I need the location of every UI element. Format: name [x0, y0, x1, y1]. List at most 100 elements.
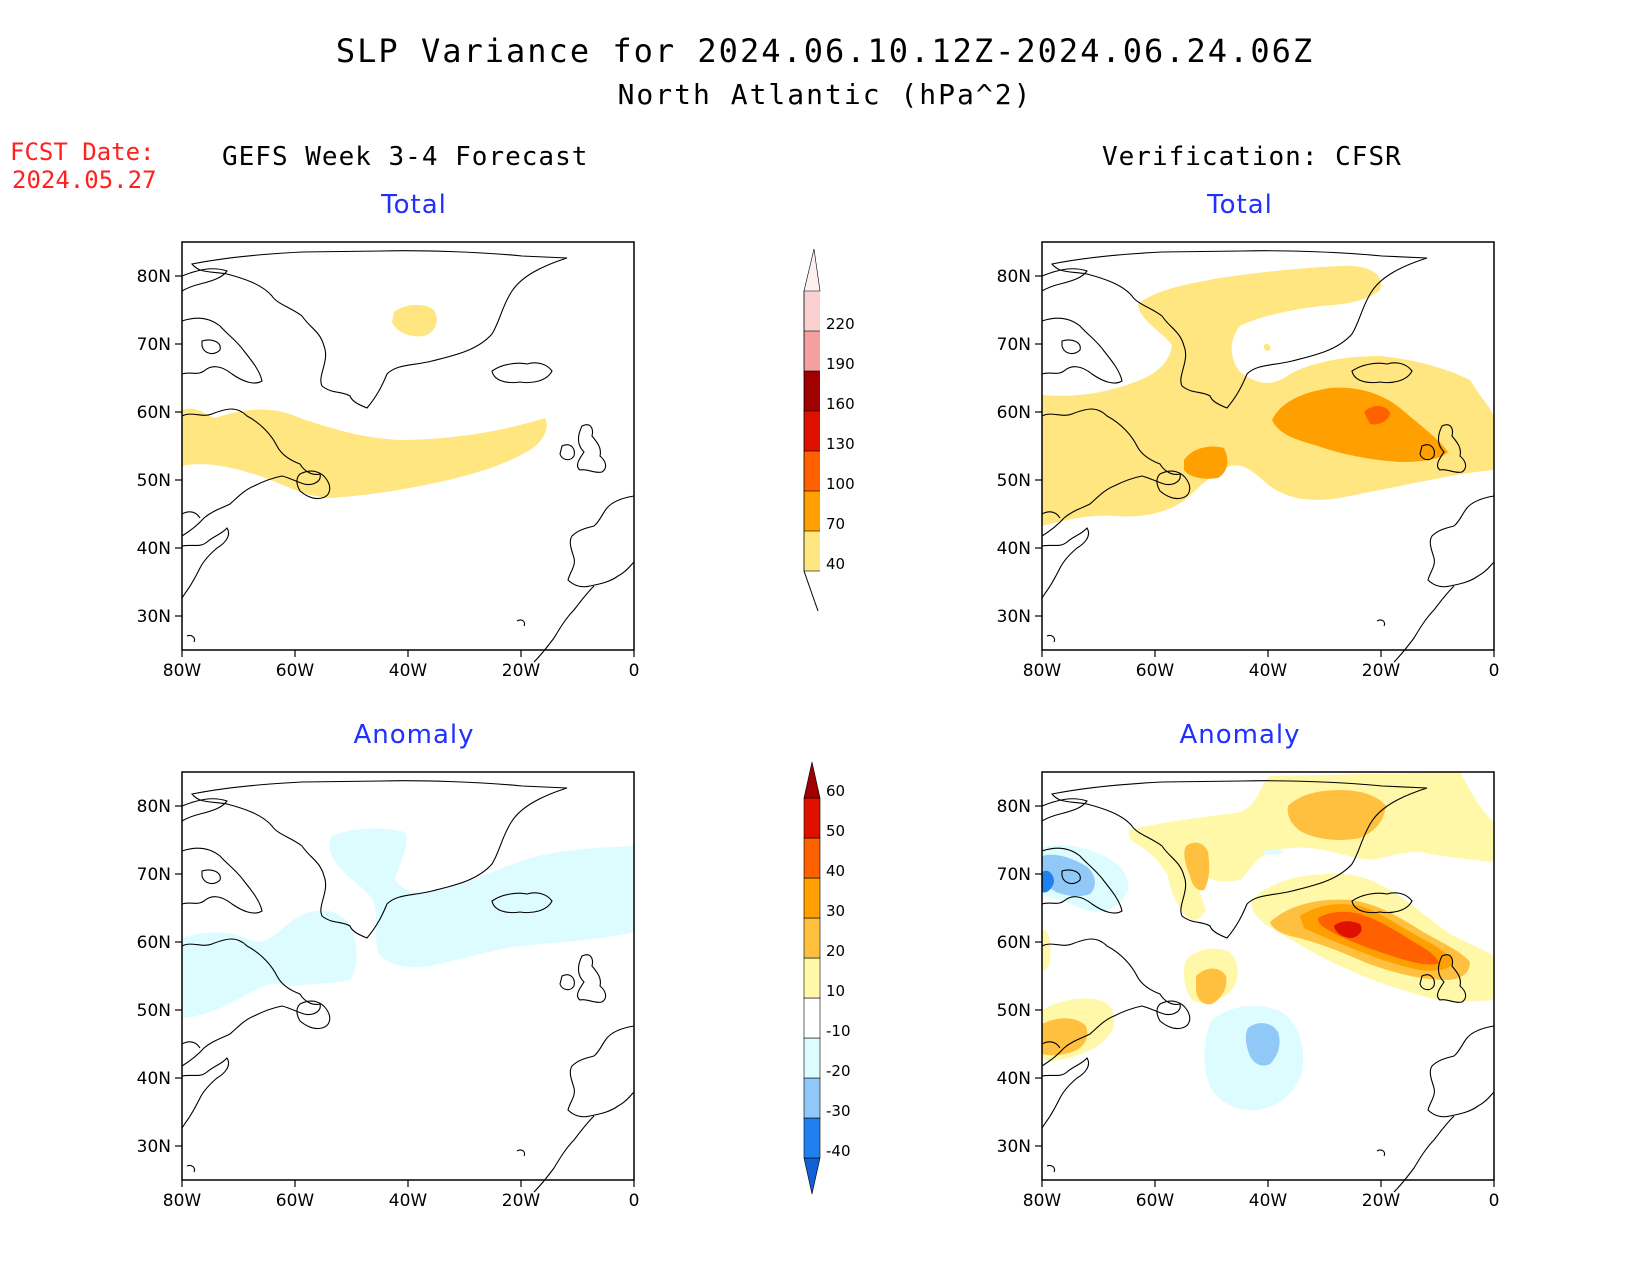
fcst-date-value: 2024.05.27 — [12, 166, 157, 194]
lat-tick-label: 70N — [997, 335, 1031, 355]
colorbar-cell — [803, 797, 821, 839]
colorbar-label: -10 — [826, 1022, 851, 1040]
lon-tick-label: 60W — [276, 661, 315, 681]
map-cfsr-total — [1041, 241, 1495, 663]
colorbar-cell — [804, 411, 820, 451]
colorbar-label: 50 — [826, 822, 845, 840]
lon-tick-label: 20W — [502, 661, 541, 681]
gefs-anomaly-title: Anomaly — [353, 720, 475, 750]
anomaly-colorbar: -40 -30 -20 -10 10 20 30 40 50 60 — [803, 761, 851, 1195]
lon-tick-label: 40W — [389, 1191, 428, 1211]
lat-tick-label: 70N — [137, 335, 171, 355]
colorbar-cell — [803, 877, 821, 919]
lon-tick-label: 80W — [163, 1191, 202, 1211]
lon-tick-label: 20W — [1362, 661, 1401, 681]
lat-tick-label: 30N — [137, 607, 171, 627]
lat-tick-label: 60N — [137, 403, 171, 423]
lat-tick-label: 50N — [997, 1001, 1031, 1021]
colorbar-cell — [803, 248, 821, 292]
lon-tick-label: 0 — [629, 1191, 640, 1211]
lon-tick-label: 0 — [1489, 1191, 1500, 1211]
colorbar-cell — [803, 1117, 821, 1159]
lat-tick-label: 60N — [137, 933, 171, 953]
cfsr-anomaly-title: Anomaly — [1179, 720, 1301, 750]
lon-tick-label: 60W — [1136, 661, 1175, 681]
lat-tick-label: 80N — [137, 797, 171, 817]
lon-tick-label: 60W — [276, 1191, 315, 1211]
gefs-total-axes: 80N 70N 60N 50N 40N 30N 80W 60W 40W 20W 0 — [137, 267, 640, 681]
lon-tick-label: 0 — [1489, 661, 1500, 681]
colorbar-label: 60 — [826, 782, 845, 800]
colorbar-cell — [803, 957, 821, 999]
colorbar-cell — [803, 1157, 821, 1195]
lat-tick-label: 30N — [997, 1137, 1031, 1157]
lon-tick-label: 20W — [502, 1191, 541, 1211]
lat-tick-label: 70N — [997, 865, 1031, 885]
map-gefs-total — [181, 241, 635, 663]
colorbar-label: 190 — [826, 355, 855, 373]
colorbar-label: 10 — [826, 982, 845, 1000]
colorbar-label: -20 — [826, 1062, 851, 1080]
sub-title: North Atlantic (hPa^2) — [617, 78, 1033, 111]
colorbar-cell — [804, 291, 820, 331]
map-cfsr-anomaly — [1041, 771, 1495, 1193]
colorbar-cell — [803, 761, 821, 799]
colorbar-cell — [804, 451, 820, 491]
colorbar-label: 70 — [826, 515, 845, 533]
colorbar-cell — [804, 491, 820, 531]
cfsr-anomaly-axes: 80N 70N 60N 50N 40N 30N 80W 60W 40W 20W 0 — [997, 797, 1500, 1211]
gefs-total-title: Total — [381, 190, 447, 220]
lon-tick-label: 40W — [1249, 1191, 1288, 1211]
map-gefs-anomaly — [181, 771, 635, 1193]
colorbar-cell — [803, 1037, 821, 1079]
lat-tick-label: 40N — [137, 539, 171, 559]
lat-tick-label: 50N — [997, 471, 1031, 491]
lat-tick-label: 50N — [137, 1001, 171, 1021]
colorbar-label: 20 — [826, 942, 845, 960]
lat-tick-label: 40N — [997, 539, 1031, 559]
lat-tick-label: 50N — [137, 471, 171, 491]
lon-tick-label: 80W — [163, 661, 202, 681]
colorbar-cell — [804, 531, 820, 571]
colorbar-label: 100 — [826, 475, 855, 493]
lat-tick-label: 60N — [997, 933, 1031, 953]
total-colorbar: 40 70 100 130 160 190 220 — [803, 248, 855, 612]
colorbar-cell — [803, 1077, 821, 1119]
gefs-column-title: GEFS Week 3-4 Forecast — [222, 142, 589, 172]
colorbar-label: 30 — [826, 902, 845, 920]
lon-tick-label: 20W — [1362, 1191, 1401, 1211]
colorbar-cell — [803, 837, 821, 879]
colorbar-label: 130 — [826, 435, 855, 453]
lat-tick-label: 40N — [137, 1069, 171, 1089]
lon-tick-label: 40W — [389, 661, 428, 681]
colorbar-label: 40 — [826, 862, 845, 880]
colorbar-label: 160 — [826, 395, 855, 413]
fcst-date-label: FCST Date: — [10, 138, 155, 166]
cfsr-total-axes: 80N 70N 60N 50N 40N 30N 80W 60W 40W 20W 0 — [997, 267, 1500, 681]
colorbar-label: 220 — [826, 315, 855, 333]
lat-tick-label: 60N — [997, 403, 1031, 423]
colorbar-cell — [803, 997, 821, 1039]
lat-tick-label: 30N — [997, 607, 1031, 627]
lat-tick-label: 80N — [137, 267, 171, 287]
lat-tick-label: 80N — [997, 797, 1031, 817]
lat-tick-label: 30N — [137, 1137, 171, 1157]
main-title: SLP Variance for 2024.06.10.12Z-2024.06.… — [335, 32, 1315, 70]
cfsr-total-title: Total — [1207, 190, 1273, 220]
colorbar-label: -40 — [826, 1142, 851, 1160]
lat-tick-label: 40N — [997, 1069, 1031, 1089]
lon-tick-label: 80W — [1023, 1191, 1062, 1211]
lon-tick-label: 80W — [1023, 661, 1062, 681]
lon-tick-label: 40W — [1249, 661, 1288, 681]
lon-tick-label: 60W — [1136, 1191, 1175, 1211]
colorbar-cell — [804, 371, 820, 411]
colorbar-cell — [804, 331, 820, 371]
colorbar-label: -30 — [826, 1102, 851, 1120]
colorbar-label: 40 — [826, 555, 845, 573]
lon-tick-label: 0 — [629, 661, 640, 681]
gefs-anomaly-axes: 80N 70N 60N 50N 40N 30N 80W 60W 40W 20W 0 — [137, 797, 640, 1211]
lat-tick-label: 70N — [137, 865, 171, 885]
colorbar-cell — [803, 917, 821, 959]
lat-tick-label: 80N — [997, 267, 1031, 287]
